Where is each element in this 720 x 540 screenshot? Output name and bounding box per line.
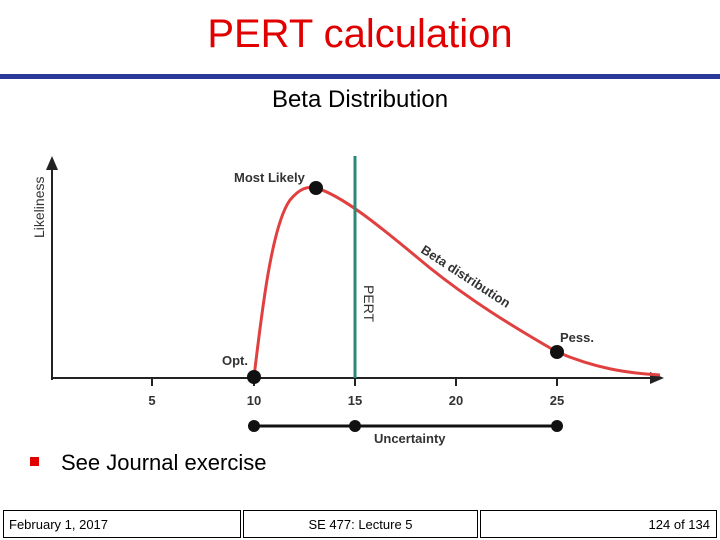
beta-curve-label: Beta distribution [418,242,513,311]
footer-date: February 1, 2017 [3,510,241,538]
square-bullet-icon [30,456,39,466]
x-tick-label-15: 15 [348,393,362,408]
bullet-item: See Journal exercise [30,450,266,476]
footer-page-number: 124 of 134 [480,510,717,538]
x-tick-label-5: 5 [148,393,155,408]
y-axis-label: Likeliness [31,177,47,238]
footer-course: SE 477: Lecture 5 [243,510,478,538]
y-axis-arrow [46,156,58,170]
optimistic-point [247,370,261,384]
x-tick-label-10: 10 [247,393,261,408]
pessimistic-label: Pess. [560,330,594,345]
uncertainty-end-point [551,420,563,432]
slide-title: PERT calculation [207,12,513,56]
beta-curve [252,185,661,378]
optimistic-label: Opt. [222,353,248,368]
x-tick-label-25: 25 [550,393,564,408]
uncertainty-start-point [248,420,260,432]
bullet-text: See Journal exercise [61,450,267,475]
x-ticks [151,378,558,386]
uncertainty-label: Uncertainty [374,431,446,446]
pert-label: PERT [361,285,377,323]
uncertainty-mid-point [349,420,361,432]
most-likely-point [309,181,323,195]
pessimistic-point [550,345,564,359]
x-tick-label-20: 20 [449,393,463,408]
most-likely-label: Most Likely [234,170,306,185]
title-underline [0,74,720,79]
figure-title: Beta Distribution [271,86,449,113]
